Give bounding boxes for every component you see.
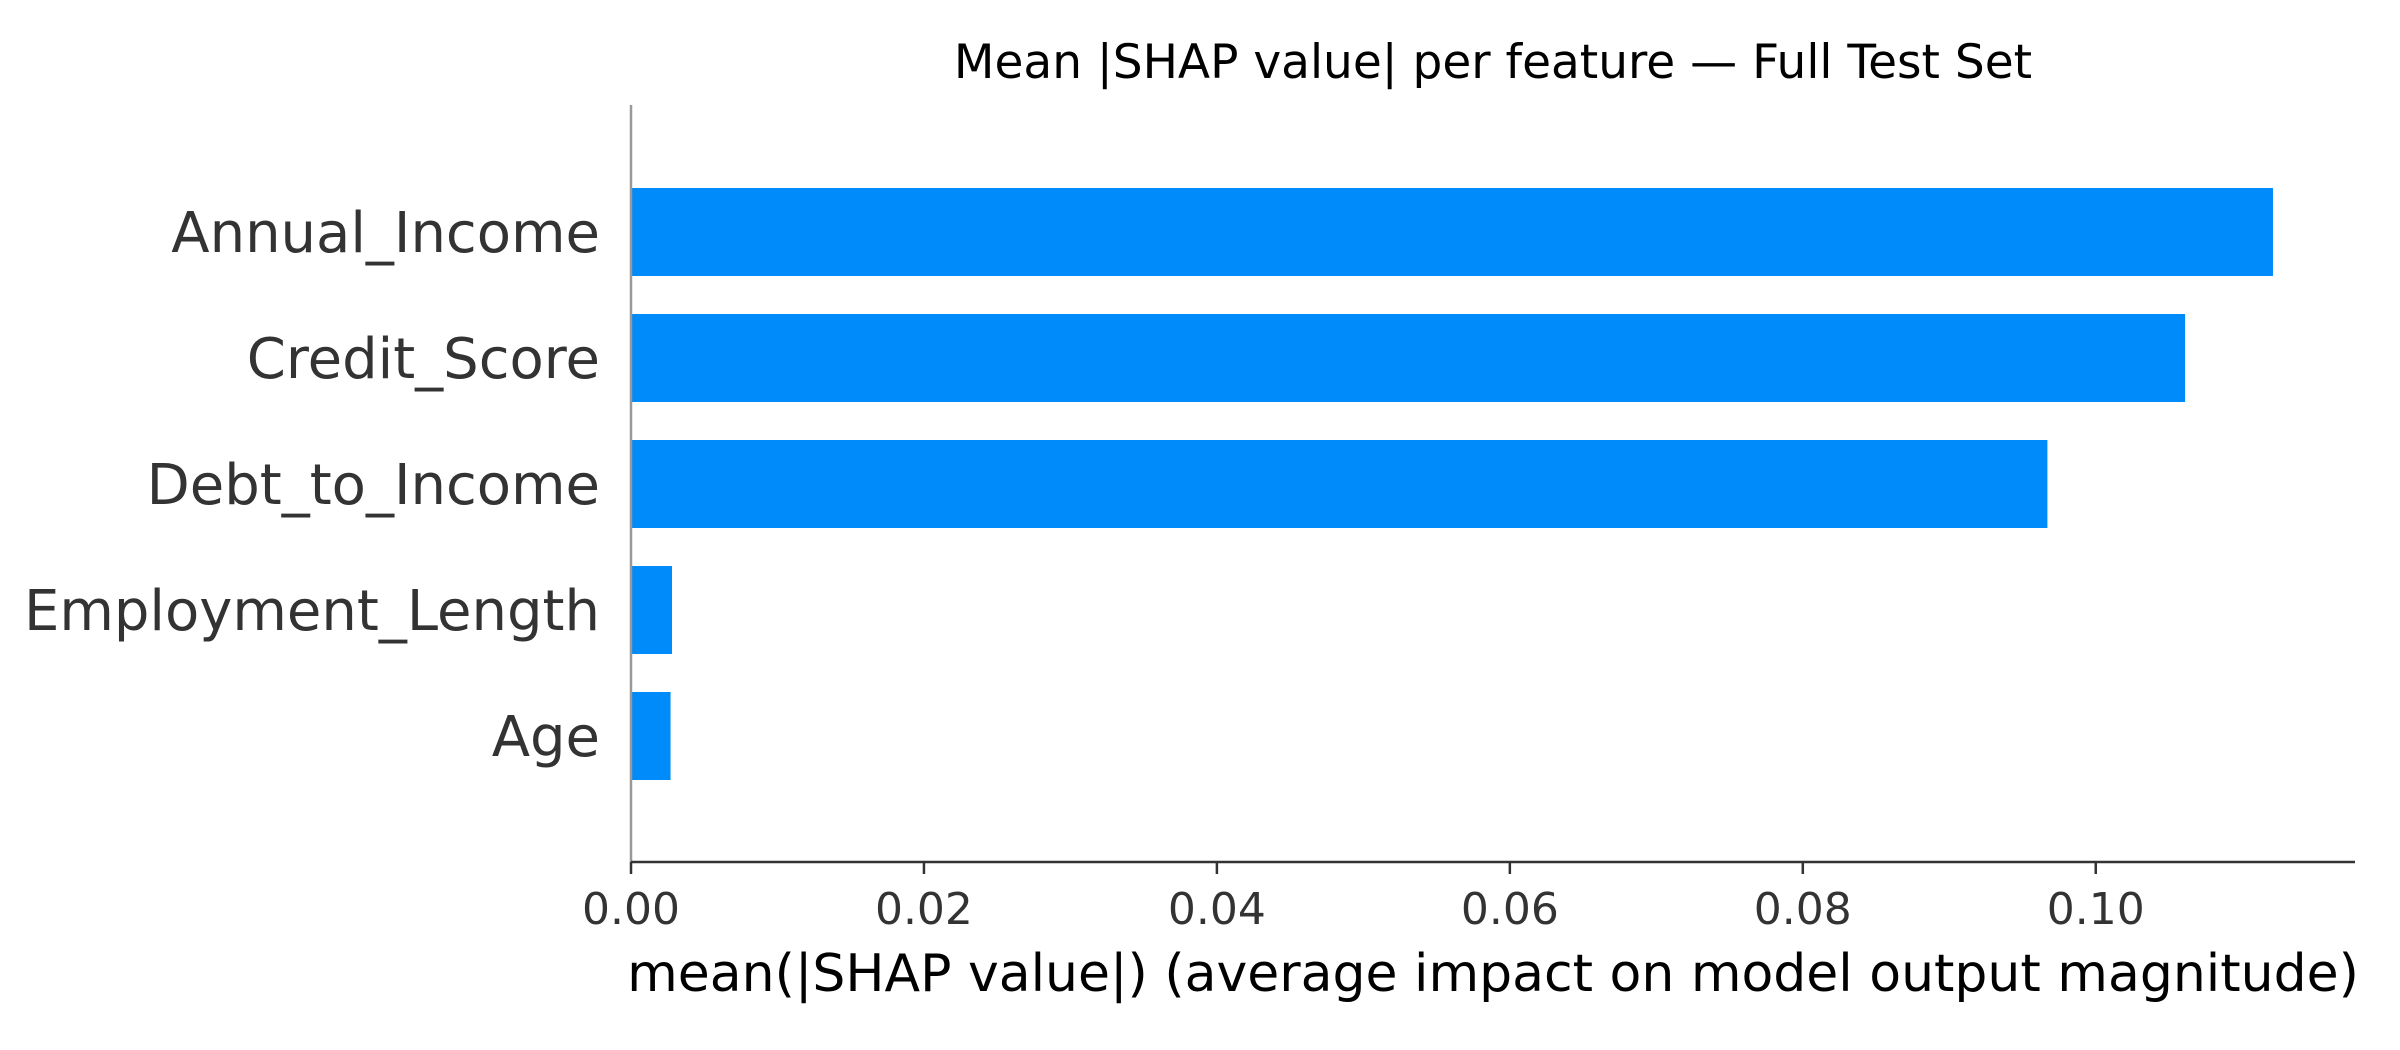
x-tick-label: 0.10 bbox=[2047, 884, 2145, 935]
bar-credit-score bbox=[631, 314, 2186, 402]
x-axis-label: mean(|SHAP value|) (average impact on mo… bbox=[627, 944, 2359, 1004]
x-tick-label: 0.08 bbox=[1754, 884, 1852, 935]
category-label-employment-length: Employment_Length bbox=[24, 579, 600, 644]
x-tick-label: 0.02 bbox=[875, 884, 973, 935]
bar-employment-length bbox=[631, 566, 673, 654]
x-tick-label: 0.06 bbox=[1461, 884, 1559, 935]
bar-age bbox=[631, 692, 671, 780]
x-tick-label: 0.04 bbox=[1168, 884, 1266, 935]
category-label-credit-score: Credit_Score bbox=[247, 327, 600, 392]
category-label-annual-income: Annual_Income bbox=[171, 201, 600, 266]
bar-debt-to-income bbox=[631, 440, 2048, 528]
category-labels: Annual_Income Credit_Score Debt_to_Income E… bbox=[24, 201, 600, 770]
x-tick-label: 0.00 bbox=[582, 884, 680, 935]
bars-layer bbox=[631, 188, 2273, 780]
x-axis-ticks: 0.00 0.02 0.04 0.06 0.08 0.10 bbox=[582, 862, 2145, 935]
category-label-age: Age bbox=[492, 705, 600, 770]
bar-annual-income bbox=[631, 188, 2273, 276]
category-label-debt-to-income: Debt_to_Income bbox=[147, 453, 600, 518]
chart-title: Mean |SHAP value| per feature — Full Tes… bbox=[954, 35, 2032, 90]
